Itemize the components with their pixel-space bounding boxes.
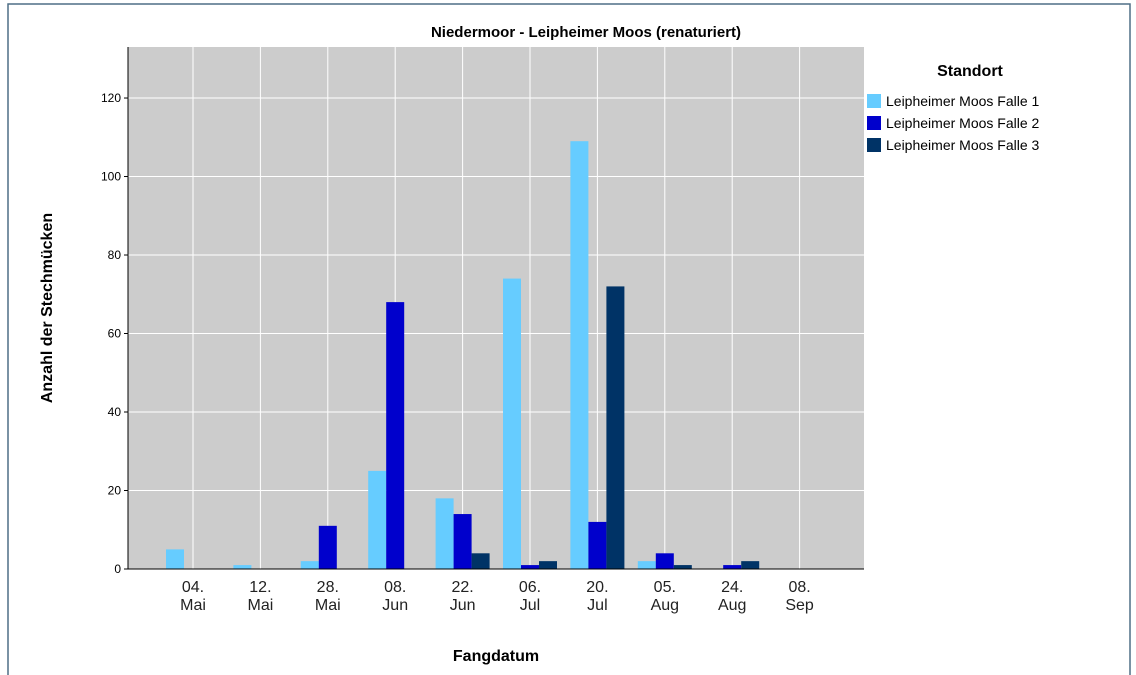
y-tick-label: 40 — [108, 405, 122, 419]
bar — [741, 561, 760, 569]
bar — [723, 565, 742, 569]
bar — [471, 553, 490, 569]
plot-area — [128, 47, 864, 569]
bar — [606, 286, 625, 569]
legend-label: Leipheimer Moos Falle 2 — [886, 115, 1040, 131]
x-tick-label: 08. Jun — [382, 579, 408, 614]
legend-swatch — [867, 138, 881, 152]
legend-label: Leipheimer Moos Falle 1 — [886, 93, 1040, 109]
bar — [655, 553, 674, 569]
y-tick-label: 60 — [108, 327, 122, 341]
chart-title: Niedermoor - Leipheimer Moos (renaturier… — [431, 24, 741, 41]
x-tick-label: 28. Mai — [315, 579, 341, 614]
bar — [570, 141, 589, 569]
bar — [521, 565, 539, 569]
bar — [368, 470, 387, 569]
x-tick-label: 20. Jul — [586, 579, 608, 614]
x-tick-label: 22. Jun — [450, 579, 476, 614]
x-axis-label: Fangdatum — [453, 648, 539, 665]
y-tick-label: 120 — [101, 91, 121, 105]
y-tick-label: 80 — [108, 248, 122, 262]
bar — [453, 514, 472, 569]
bar — [386, 302, 405, 569]
y-tick-label: 0 — [114, 562, 121, 576]
bar — [318, 525, 337, 569]
y-tick-label: 20 — [108, 484, 122, 498]
y-tick-label: 100 — [101, 170, 121, 184]
x-tick-label: 12. Mai — [248, 579, 274, 614]
bar — [588, 521, 607, 569]
bar — [637, 561, 656, 569]
bar — [503, 278, 521, 569]
bar — [300, 561, 319, 569]
x-tick-label: 08. Sep — [785, 579, 814, 614]
bar — [166, 549, 184, 569]
bar — [435, 498, 454, 569]
x-tick-label: 05. Aug — [651, 579, 679, 614]
bar — [673, 565, 692, 569]
y-axis-label: Anzahl der Stechmücken — [39, 213, 56, 403]
bar — [233, 565, 252, 569]
bar — [539, 561, 557, 569]
legend-swatch — [867, 94, 881, 108]
x-tick-label: 24. Aug — [718, 579, 746, 614]
legend-swatch — [867, 116, 881, 130]
x-tick-label: 04. Mai — [180, 579, 206, 614]
legend-title: Standort — [937, 63, 1003, 80]
legend-label: Leipheimer Moos Falle 3 — [886, 137, 1040, 153]
x-tick-label: 06. Jul — [519, 579, 541, 614]
